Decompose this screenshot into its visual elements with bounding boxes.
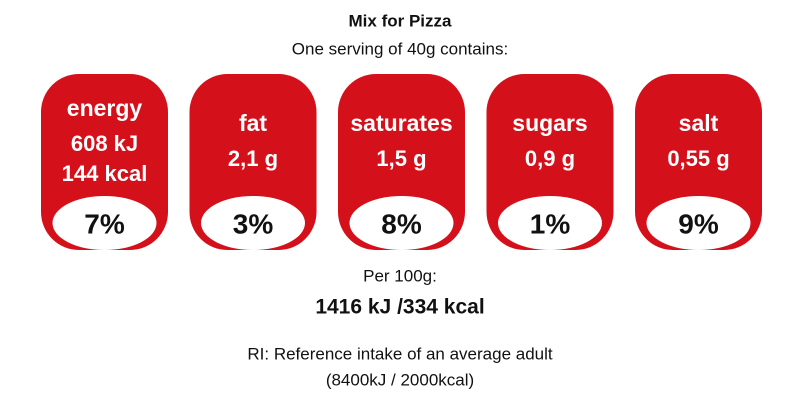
- reference-percent: 1%: [530, 208, 571, 239]
- nutrient-amount: 144 kcal: [62, 161, 148, 186]
- reference-percent: 9%: [678, 208, 719, 239]
- nutrient-amount: 1,5 g: [376, 146, 426, 171]
- percent-oval: [201, 196, 305, 250]
- reference-percent: 8%: [381, 208, 422, 239]
- reference-percent: 3%: [233, 208, 274, 239]
- nutrient-amount: 2,1 g: [228, 146, 278, 171]
- footnote-line2: (8400kJ / 2000kcal): [326, 370, 474, 389]
- nutrient-name: sugars: [512, 110, 587, 136]
- nutrient-amount: 0,9 g: [525, 146, 575, 171]
- subtitle: One serving of 40g contains:: [292, 39, 508, 58]
- footnote-line1: RI: Reference intake of an average adult: [247, 344, 553, 363]
- nutrient-amount: 608 kJ: [71, 131, 138, 156]
- nutrient-name: energy: [67, 95, 143, 121]
- title: Mix for Pizza: [349, 11, 453, 30]
- percent-oval: [498, 196, 602, 250]
- per-100-value: 1416 kJ /334 kcal: [315, 296, 484, 319]
- percent-oval: [349, 196, 454, 250]
- nutrient-name: salt: [679, 110, 719, 136]
- items: energy 608 kJ 144 kcal 7% fat 2,1 g 3% saturate…: [41, 74, 762, 250]
- nutrient-name: fat: [239, 110, 267, 136]
- reference-percent: 7%: [84, 208, 125, 239]
- per-100-label: Per 100g:: [363, 266, 437, 285]
- percent-oval: [52, 196, 157, 250]
- percent-oval: [646, 196, 751, 250]
- nutrient-name: saturates: [350, 110, 452, 136]
- nutrient-amount: 0,55 g: [667, 146, 729, 171]
